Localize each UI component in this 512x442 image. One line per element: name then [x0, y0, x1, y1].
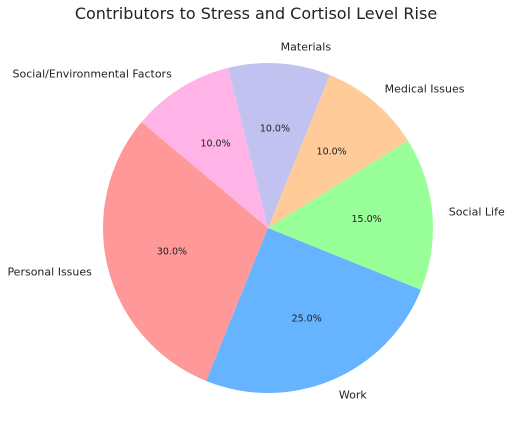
pie-slice-social-life: [268, 140, 434, 290]
category-label-medical-issues: Medical Issues: [385, 82, 465, 95]
pie-slice-personal-issues: [102, 121, 268, 381]
pie-slice-materials: [228, 62, 330, 229]
percent-label-social-environmental-factors: 10.0%: [200, 139, 230, 150]
category-labels: Personal Issues Work Social Life Medical Is…: [7, 40, 505, 401]
percent-label-social-life: 15.0%: [352, 214, 382, 225]
percent-label-work: 25.0%: [292, 314, 322, 325]
pie-slice-medical-issues: [268, 75, 408, 228]
percent-labels: 30.0% 25.0% 15.0% 10.0% 10.0% 10.0%: [157, 124, 382, 325]
percent-label-materials: 10.0%: [260, 124, 290, 135]
category-label-materials: Materials: [281, 40, 332, 53]
pie-slices: [102, 62, 434, 394]
category-label-work: Work: [339, 389, 367, 402]
category-label-social-life: Social Life: [449, 206, 505, 219]
chart-title: Contributors to Stress and Cortisol Leve…: [75, 4, 437, 23]
pie-slice-work: [206, 228, 421, 394]
percent-label-medical-issues: 10.0%: [317, 147, 347, 158]
category-label-personal-issues: Personal Issues: [7, 265, 92, 278]
percent-label-personal-issues: 30.0%: [157, 246, 187, 257]
category-label-social-environmental-factors: Social/Environmental Factors: [13, 68, 173, 81]
pie-slice-social-environmental-factors: [141, 67, 268, 229]
